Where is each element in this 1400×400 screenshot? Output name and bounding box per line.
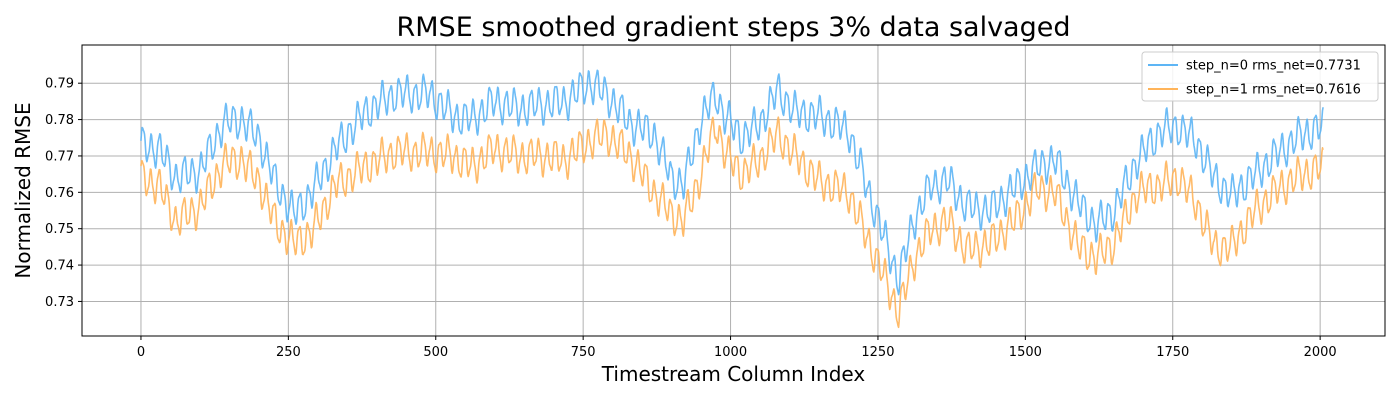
x-tick-label: 1250 (861, 345, 894, 360)
chart-title: RMSE smoothed gradient steps 3% data sal… (397, 12, 1071, 43)
y-axis-title: Normalized RMSE (11, 102, 35, 278)
x-tick-label: 250 (276, 345, 301, 360)
series-line-step-n-1 (140, 116, 1324, 329)
y-tick-label: 0.73 (45, 295, 74, 310)
x-axis-title: Timestream Column Index (601, 362, 866, 386)
x-tick-label: 1500 (1009, 345, 1042, 360)
y-tick-label: 0.79 (45, 77, 74, 92)
y-tick-label: 0.77 (45, 149, 74, 164)
x-tick-label: 2000 (1304, 345, 1337, 360)
x-axis-ticks: 0 250 500 750 1000 1250 1500 1750 2000 (137, 336, 1337, 360)
legend-label-step-n-1: step_n=1 rms_net=0.7616 (1186, 83, 1361, 98)
x-tick-label: 1000 (714, 345, 747, 360)
y-axis-ticks: 0.73 0.74 0.75 0.76 0.77 0.78 0.79 (45, 77, 82, 310)
y-tick-label: 0.74 (45, 259, 74, 274)
series-line-step-n-0 (140, 69, 1324, 296)
legend: step_n=0 rms_net=0.7731 step_n=1 rms_net… (1141, 51, 1379, 102)
x-tick-label: 1750 (1156, 345, 1189, 360)
legend-label-step-n-0: step_n=0 rms_net=0.7731 (1186, 59, 1361, 74)
x-tick-label: 0 (137, 345, 145, 360)
plot-area-frame (81, 44, 1386, 337)
x-tick-label: 500 (423, 345, 448, 360)
y-tick-label: 0.75 (45, 222, 74, 237)
legend-box (1141, 51, 1379, 102)
series-layer (140, 69, 1324, 329)
y-tick-label: 0.78 (45, 113, 74, 128)
y-tick-label: 0.76 (45, 186, 74, 201)
x-tick-label: 750 (571, 345, 596, 360)
